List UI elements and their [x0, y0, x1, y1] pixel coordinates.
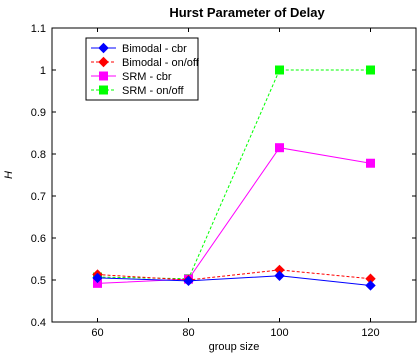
legend-label: SRM - cbr	[122, 71, 172, 83]
chart-title: Hurst Parameter of Delay	[169, 5, 325, 20]
y-tick-label: 1	[40, 65, 46, 77]
data-point	[274, 270, 285, 282]
y-tick-label: 0.4	[31, 317, 46, 329]
legend-label: Bimodal - on/off	[122, 57, 200, 69]
x-axis: 60 80 100 120	[91, 28, 380, 339]
legend: Bimodal - cbr Bimodal - on/off SRM - cbr SR…	[85, 37, 200, 101]
legend-marker	[99, 85, 108, 95]
data-point	[183, 275, 194, 287]
y-tick-label: 0.8	[31, 149, 46, 161]
y-tick-label: 0.5	[31, 275, 46, 287]
legend-marker	[99, 71, 108, 81]
data-point	[366, 158, 375, 168]
legend-label: Bimodal - cbr	[122, 43, 187, 55]
data-point	[92, 272, 103, 284]
legend-entry: Bimodal - cbr	[91, 42, 187, 55]
series-layer	[92, 65, 376, 291]
x-axis-label: group size	[209, 341, 260, 353]
y-tick-label: 0.6	[31, 233, 46, 245]
x-tick-label: 60	[91, 327, 103, 339]
legend-marker	[98, 42, 109, 54]
legend-entry: Bimodal - on/off	[91, 56, 200, 69]
data-point	[275, 65, 284, 75]
x-tick-label: 80	[182, 327, 194, 339]
x-tick-label: 120	[361, 327, 379, 339]
legend-marker	[98, 56, 109, 68]
y-axis-label: H	[3, 171, 15, 179]
y-tick-label: 1.1	[31, 23, 46, 35]
series-line	[97, 269, 371, 281]
data-point	[365, 280, 376, 291]
y-tick-label: 0.9	[31, 107, 46, 119]
y-axis: 0.4 0.5 0.6 0.7 0.8 0.9 1 1.1	[31, 23, 416, 329]
legend-entry: SRM - on/off	[91, 85, 184, 97]
series-line	[97, 275, 371, 286]
legend-entry: SRM - cbr	[91, 71, 172, 83]
series-0	[92, 270, 376, 291]
series-line	[97, 147, 371, 284]
data-point	[275, 143, 284, 153]
y-tick-label: 0.7	[31, 191, 46, 203]
legend-label: SRM - on/off	[122, 85, 184, 97]
x-tick-label: 100	[270, 327, 288, 339]
series-line	[97, 69, 371, 280]
data-point	[366, 65, 375, 75]
